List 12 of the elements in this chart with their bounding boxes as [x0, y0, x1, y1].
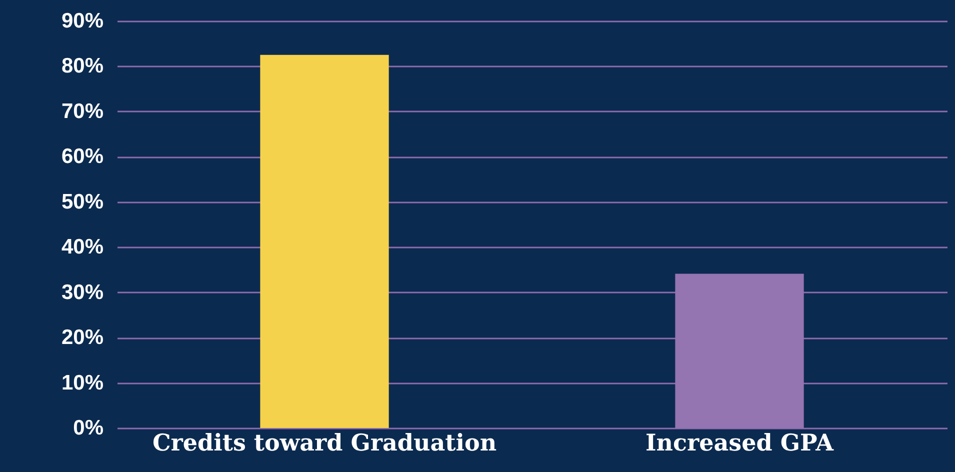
y-tick-label: 40%: [61, 236, 104, 259]
y-tick-label: 20%: [61, 326, 104, 350]
y-tick-label: 10%: [61, 371, 104, 394]
y-tick-label: 30%: [61, 280, 104, 304]
y-tick-label: 60%: [61, 145, 104, 168]
x-tick-label: Increased GPA: [646, 430, 835, 456]
y-tick-label: 80%: [61, 54, 104, 78]
y-tick-label: 90%: [61, 10, 104, 32]
x-tick-label: Credits toward Graduation: [152, 430, 497, 456]
y-tick-label: 70%: [61, 100, 104, 123]
y-tick-label: 0%: [73, 416, 104, 440]
y-tick-label: 50%: [61, 190, 104, 214]
